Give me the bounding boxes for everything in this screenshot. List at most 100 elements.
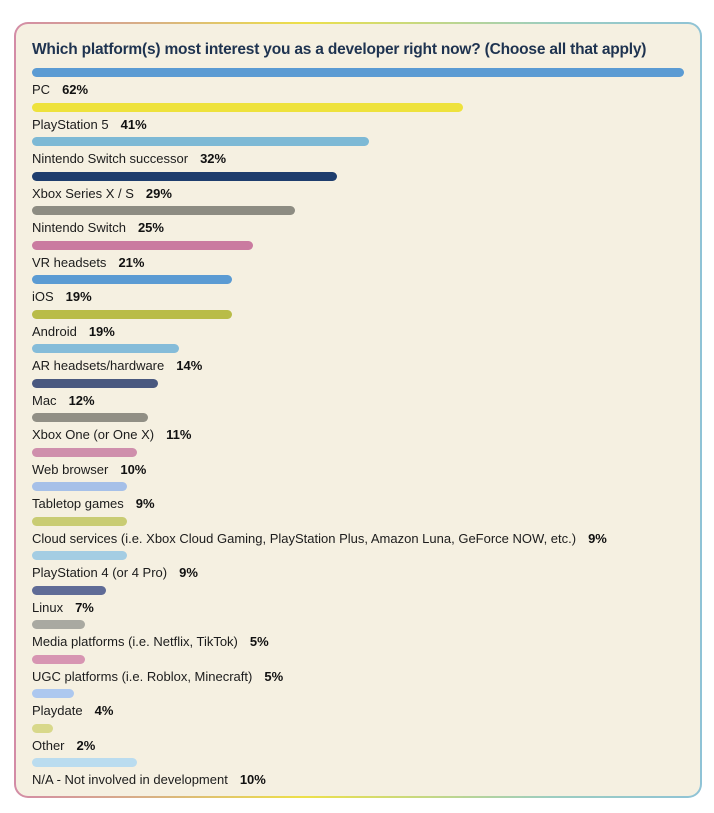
bar — [32, 240, 253, 250]
chart-row: N/A - Not involved in development 10% — [32, 758, 684, 793]
platform-value: 11% — [166, 427, 192, 442]
bar — [32, 758, 138, 767]
chart-row: Nintendo Switch successor 32% — [32, 137, 684, 172]
bar — [32, 137, 369, 146]
platform-name: Android — [32, 323, 77, 339]
platform-name: Linux — [32, 599, 64, 615]
platform-name: Nintendo Switch successor — [32, 151, 189, 166]
platform-name: Tabletop games — [32, 496, 124, 511]
platform-name: Playdate — [32, 703, 83, 718]
chart-row: VR headsets 21% — [32, 240, 684, 276]
platform-value: 7% — [75, 599, 94, 615]
platform-name: Nintendo Switch — [32, 220, 126, 235]
platform-value: 32% — [200, 151, 227, 166]
chart-row: Playdate 4% — [32, 689, 684, 724]
platform-name: N/A - Not involved in development — [32, 772, 228, 787]
chart-row: PlayStation 4 (or 4 Pro) 9% — [32, 551, 684, 586]
bar-label: Mac 12% — [32, 392, 684, 408]
survey-chart-card: Which platform(s) most interest you as a… — [14, 22, 702, 798]
platform-name: UGC platforms (i.e. Roblox, Minecraft) — [32, 668, 253, 684]
bar — [32, 551, 127, 560]
bar-label: Android 19% — [32, 323, 684, 339]
chart-row: iOS 19% — [32, 275, 684, 310]
platform-value: 19% — [65, 289, 92, 304]
bar — [32, 275, 232, 284]
bar — [32, 654, 85, 664]
platform-value: 25% — [137, 220, 164, 235]
bar — [32, 171, 337, 181]
bar-label: Cloud services (i.e. Xbox Cloud Gaming, … — [32, 530, 684, 546]
platform-value: 41% — [120, 116, 147, 132]
chart-row: AR headsets/hardware 14% — [32, 344, 684, 379]
platform-value: 14% — [176, 358, 203, 373]
platform-name: PC — [32, 82, 51, 97]
chart-row: Android 19% — [32, 309, 684, 345]
bar — [32, 585, 106, 595]
platform-value: 12% — [68, 392, 95, 408]
platform-value: 9% — [588, 530, 607, 546]
platform-value: 62% — [62, 82, 89, 97]
chart-row: Mac 12% — [32, 378, 684, 414]
chart-row: PlayStation 5 41% — [32, 102, 684, 138]
platform-name: Other — [32, 737, 65, 753]
platform-value: 5% — [264, 668, 284, 684]
chart-row: Web browser 10% — [32, 447, 684, 483]
chart-row: PC 62% — [32, 68, 684, 103]
bar-chart: PC 62% PlayStation 5 41% Nintendo Switch suc… — [32, 68, 684, 793]
chart-row: Cloud services (i.e. Xbox Cloud Gaming, … — [32, 516, 684, 552]
platform-name: VR headsets — [32, 254, 107, 270]
bar-label: PlayStation 4 (or 4 Pro) 9% — [32, 566, 684, 580]
bar — [32, 447, 138, 457]
bar — [32, 206, 295, 215]
platform-name: Xbox Series X / S — [32, 185, 134, 201]
bar-label: VR headsets 21% — [32, 254, 684, 270]
platform-name: AR headsets/hardware — [32, 358, 165, 373]
platform-value: 2% — [76, 737, 96, 753]
chart-row: Nintendo Switch 25% — [32, 206, 684, 241]
bar — [32, 516, 127, 526]
chart-row: Xbox Series X / S 29% — [32, 171, 684, 207]
platform-value: 29% — [145, 185, 172, 201]
platform-name: Web browser — [32, 461, 109, 477]
platform-name: Xbox One (or One X) — [32, 427, 155, 442]
chart-row: Other 2% — [32, 723, 684, 759]
chart-row: UGC platforms (i.e. Roblox, Minecraft) 5% — [32, 654, 684, 690]
chart-row: Media platforms (i.e. Netflix, TikTok) 5% — [32, 620, 684, 655]
platform-name: Mac — [32, 392, 57, 408]
platform-value: 5% — [249, 634, 269, 649]
chart-row: Linux 7% — [32, 585, 684, 621]
platform-value: 4% — [94, 703, 114, 718]
bar — [32, 723, 54, 733]
bar — [32, 620, 85, 629]
platform-name: Cloud services (i.e. Xbox Cloud Gaming, … — [32, 530, 577, 546]
platform-name: Media platforms (i.e. Netflix, TikTok) — [32, 634, 238, 649]
platform-value: 10% — [120, 461, 147, 477]
bar — [32, 689, 75, 698]
platform-value: 19% — [88, 323, 115, 339]
platform-value: 21% — [118, 254, 145, 270]
bar — [32, 68, 684, 77]
bar-label: iOS 19% — [32, 290, 684, 304]
chart-row: Tabletop games 9% — [32, 482, 684, 517]
bar-label: N/A - Not involved in development 10% — [32, 773, 684, 787]
bar — [32, 344, 180, 353]
bar-label: Tabletop games 9% — [32, 497, 684, 511]
bar-label: Playdate 4% — [32, 704, 684, 718]
platform-value: 9% — [135, 496, 155, 511]
bar — [32, 102, 464, 112]
chart-title: Which platform(s) most interest you as a… — [32, 41, 647, 58]
platform-value: 10% — [239, 772, 266, 787]
bar-label: AR headsets/hardware 14% — [32, 359, 684, 373]
bar-label: PC 62% — [32, 83, 684, 97]
bar-label: Linux 7% — [32, 599, 684, 615]
bar-label: PlayStation 5 41% — [32, 116, 684, 132]
bar-label: Xbox One (or One X) 11% — [32, 428, 684, 442]
platform-name: iOS — [32, 289, 54, 304]
bar-label: Nintendo Switch successor 32% — [32, 152, 684, 166]
bar-label: Media platforms (i.e. Netflix, TikTok) 5% — [32, 635, 684, 649]
bar-label: Web browser 10% — [32, 461, 684, 477]
bar — [32, 378, 159, 388]
bar-label: UGC platforms (i.e. Roblox, Minecraft) 5% — [32, 668, 684, 684]
bar-label: Nintendo Switch 25% — [32, 221, 684, 235]
